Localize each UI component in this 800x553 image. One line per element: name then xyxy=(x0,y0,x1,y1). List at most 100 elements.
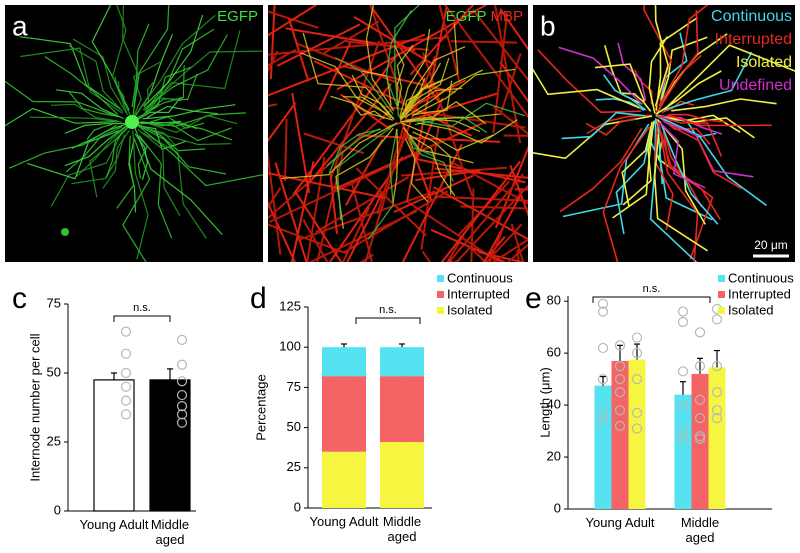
image-label: EGFP MBP xyxy=(446,8,523,25)
fiber xyxy=(533,68,640,109)
data-point xyxy=(120,348,132,359)
data-point xyxy=(120,381,132,392)
fiber xyxy=(341,206,371,262)
image-label-part: EGFP xyxy=(446,8,487,25)
data-point xyxy=(711,361,723,372)
significance-bracket xyxy=(355,317,421,324)
legend-label: Interrupted xyxy=(728,286,791,301)
fiber xyxy=(65,126,123,173)
fiber xyxy=(268,149,282,255)
fiber xyxy=(281,122,398,180)
fiber xyxy=(131,23,150,107)
fiber xyxy=(141,131,207,239)
fiber xyxy=(399,28,431,118)
legend-swatch xyxy=(437,275,444,282)
legend-swatch xyxy=(718,307,725,314)
fiber xyxy=(414,102,526,128)
data-point xyxy=(631,407,643,418)
fiber xyxy=(659,121,719,225)
fiber xyxy=(392,128,399,203)
fiber xyxy=(268,102,297,143)
fiber xyxy=(654,127,674,230)
fiber xyxy=(287,17,310,82)
bar xyxy=(93,379,135,512)
image-background xyxy=(5,5,263,262)
fiber xyxy=(303,132,365,155)
fiber xyxy=(268,48,297,67)
fiber xyxy=(443,5,528,119)
fiber xyxy=(648,36,669,114)
fiber xyxy=(143,14,204,108)
fiber xyxy=(365,5,395,112)
image-content xyxy=(533,5,795,262)
bar xyxy=(674,394,692,509)
fiber xyxy=(136,123,263,187)
data-point xyxy=(694,433,706,444)
fiber xyxy=(438,5,461,84)
fiber xyxy=(346,192,383,262)
fiber xyxy=(450,160,528,205)
y-axis-label: Percentage xyxy=(253,374,268,441)
fiber xyxy=(355,167,427,237)
fiber xyxy=(140,112,246,127)
fiber xyxy=(406,101,487,125)
image-label-part: MBP xyxy=(490,8,523,25)
fiber xyxy=(447,173,525,262)
fiber xyxy=(663,51,753,111)
fiber xyxy=(268,10,319,29)
fiber xyxy=(470,188,475,262)
bar-segment xyxy=(380,376,424,443)
bar-segment xyxy=(322,376,366,452)
data-point xyxy=(597,407,609,418)
data-point xyxy=(694,412,706,424)
fiber xyxy=(142,34,228,111)
fiber xyxy=(664,44,795,110)
data-point xyxy=(694,361,706,372)
fiber xyxy=(5,107,119,127)
fiber xyxy=(653,133,709,252)
fiber xyxy=(68,91,120,118)
y-tick-label: 0 xyxy=(54,502,61,517)
data-point xyxy=(631,348,643,359)
fiber xyxy=(135,96,182,122)
legend-label: Interrupted xyxy=(715,31,792,48)
fiber xyxy=(412,68,516,116)
legend-swatch xyxy=(437,307,444,314)
fiber xyxy=(619,92,652,112)
fiber xyxy=(145,28,215,111)
bar-segment xyxy=(322,347,366,377)
fiber xyxy=(138,135,173,239)
fiber xyxy=(516,249,520,262)
fiber xyxy=(111,5,132,116)
fiber xyxy=(503,134,528,137)
fiber xyxy=(409,134,456,197)
scale-bar-label: 20 μm xyxy=(754,238,788,252)
fiber xyxy=(559,127,643,213)
fiber xyxy=(284,118,288,181)
data-point xyxy=(614,374,626,385)
fiber xyxy=(274,162,308,262)
fiber xyxy=(671,98,777,112)
data-point xyxy=(614,387,626,398)
fiber xyxy=(142,104,236,120)
data-point xyxy=(677,366,689,377)
fiber xyxy=(268,5,318,37)
fiber xyxy=(415,169,481,182)
legend-label: Isolated xyxy=(447,302,493,317)
image-content xyxy=(5,5,263,262)
fiber xyxy=(329,174,338,235)
fiber xyxy=(334,57,394,115)
data-point xyxy=(120,326,132,337)
fiber xyxy=(385,10,412,109)
fiber xyxy=(20,47,124,114)
fiber xyxy=(435,195,528,202)
fiber xyxy=(68,45,124,112)
y-tick-label: 0 xyxy=(554,500,561,515)
fiber xyxy=(29,116,123,123)
fiber xyxy=(561,111,646,140)
fiber xyxy=(399,77,426,119)
data-point xyxy=(631,423,643,434)
fiber xyxy=(8,124,117,169)
data-point xyxy=(677,425,689,437)
fiber xyxy=(144,50,263,112)
